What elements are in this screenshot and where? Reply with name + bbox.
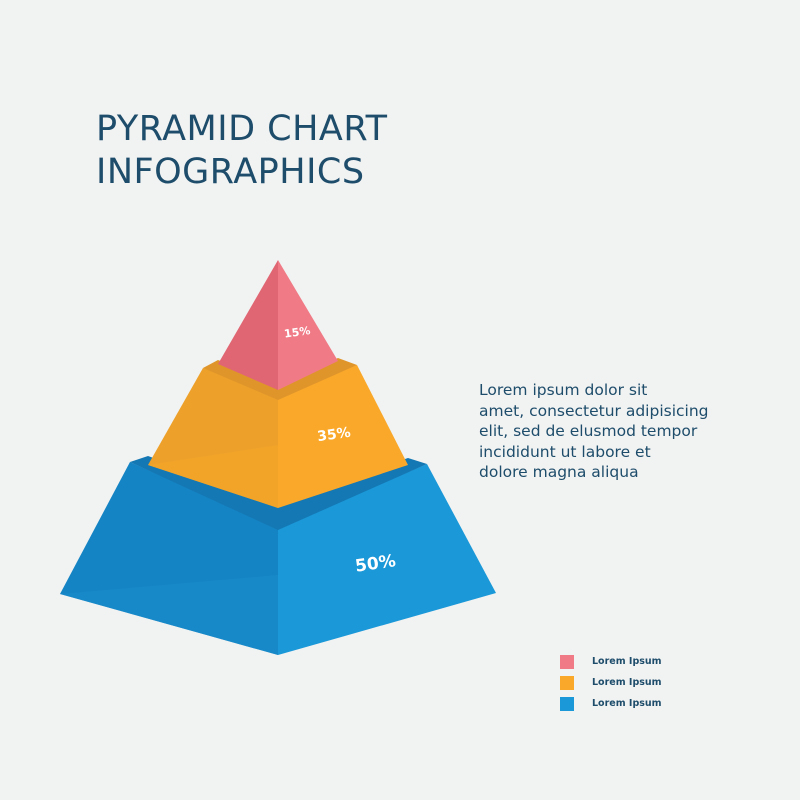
legend-label: Lorem Ipsum (592, 698, 662, 709)
legend-item-15: Lorem Ipsum (560, 651, 662, 672)
pyramid-level-15: 15% (218, 260, 338, 390)
level-15-left-face (218, 260, 278, 390)
legend-swatch-orange (560, 675, 574, 690)
pyramid-level-35: 35% (148, 358, 408, 508)
description-line: elit, sed de elusmod tempor (479, 422, 698, 440)
legend-label: Lorem Ipsum (592, 677, 662, 688)
level-15-label: 15% (283, 324, 311, 341)
legend-swatch-blue (560, 696, 574, 711)
level-35-right-face (278, 365, 408, 508)
level-35-label: 35% (316, 425, 351, 446)
legend-swatch-red (560, 654, 574, 669)
level-35-shade (148, 445, 278, 508)
description-text: Lorem ipsum dolor sit amet, consectetur … (479, 380, 779, 483)
description-line: amet, consectetur adipisicing (479, 401, 709, 420)
legend: Lorem Ipsum Lorem Ipsum Lorem Ipsum (560, 651, 662, 714)
legend-item-50: Lorem Ipsum (560, 693, 662, 714)
legend-item-35: Lorem Ipsum (560, 672, 662, 693)
title-line-2: INFOGRAPHICS (96, 152, 365, 192)
level-50-shade (60, 575, 278, 655)
description-line: dolore magna aliqua (479, 463, 639, 481)
legend-label: Lorem Ipsum (592, 656, 662, 667)
title-line-1: PYRAMID CHART (96, 109, 388, 149)
level-50-right-face (278, 464, 496, 655)
chart-title: PYRAMID CHART INFOGRAPHICS (96, 108, 388, 194)
description-line: Lorem ipsum dolor sit (479, 381, 648, 399)
level-15-right-face (278, 260, 338, 390)
description-line: incididunt ut labore et (479, 442, 651, 461)
